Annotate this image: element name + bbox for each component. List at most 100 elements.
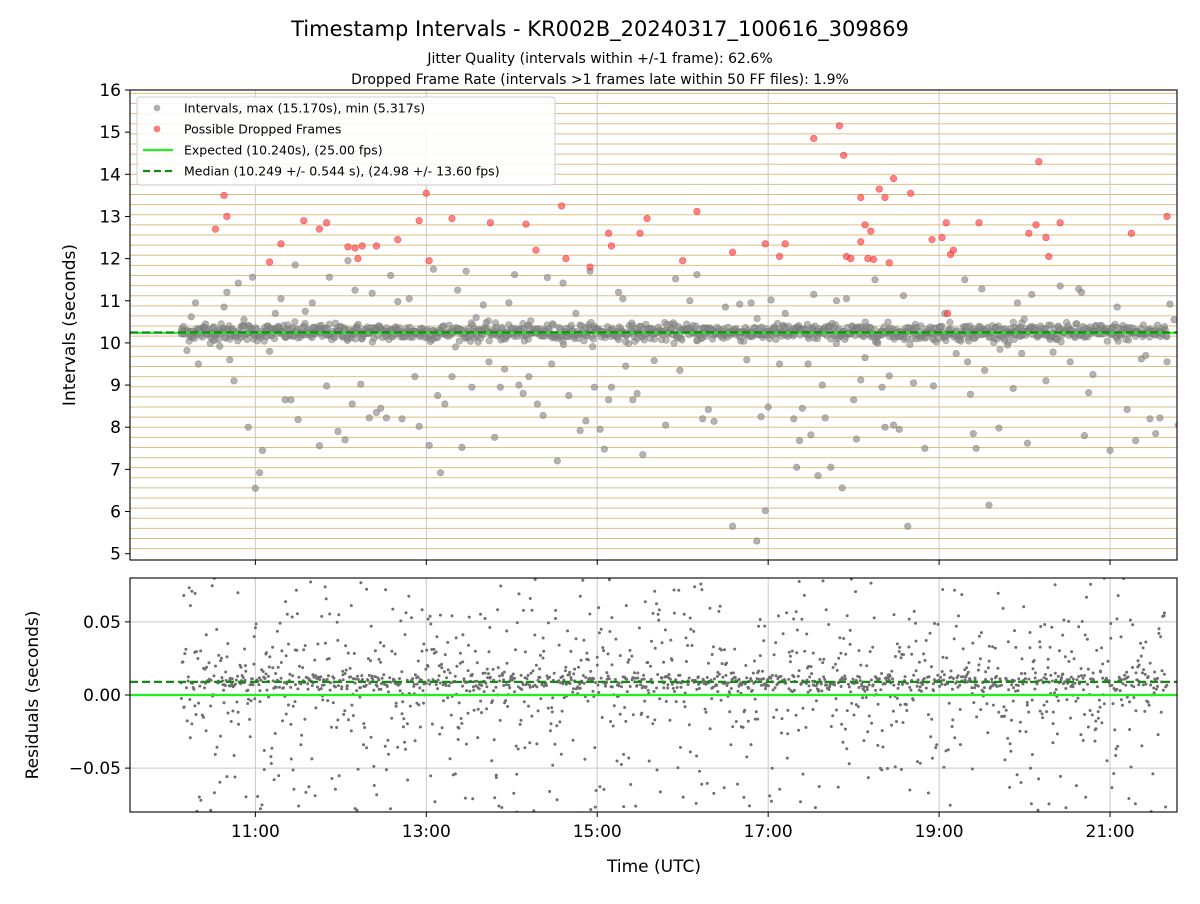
residual-point	[1014, 689, 1018, 693]
residual-point	[262, 749, 266, 752]
interval-point	[244, 423, 252, 431]
residual-point	[367, 673, 371, 677]
residual-point	[498, 718, 502, 722]
residual-point	[588, 612, 592, 616]
residual-point	[496, 608, 500, 612]
residual-point	[1025, 701, 1029, 704]
residual-point	[987, 644, 991, 648]
y-tick-label: 10	[99, 334, 121, 354]
residual-point	[984, 670, 988, 674]
residual-point	[536, 709, 540, 713]
residual-point	[589, 808, 593, 811]
interval-point	[434, 392, 442, 400]
residual-point	[682, 700, 686, 704]
interval-point	[781, 309, 789, 318]
residual-point	[462, 677, 466, 681]
residual-point	[432, 647, 436, 651]
residual-point	[198, 814, 201, 817]
residual-point	[1067, 660, 1071, 663]
interval-point	[728, 522, 737, 530]
interval-point	[1049, 348, 1057, 356]
residual-point	[896, 686, 900, 690]
residual-point	[825, 683, 829, 687]
residual-point	[749, 743, 753, 747]
residual-point	[892, 613, 896, 617]
residual-point	[354, 677, 358, 681]
residual-point	[359, 581, 363, 585]
residual-point	[975, 715, 979, 719]
residual-point	[597, 691, 601, 694]
residual-point	[651, 722, 655, 726]
residual-point	[634, 804, 638, 808]
residual-point	[736, 689, 740, 693]
residual-point	[467, 615, 471, 619]
interval-point	[857, 376, 865, 384]
residual-point	[293, 700, 297, 704]
residual-point	[246, 702, 250, 705]
residual-point	[860, 684, 864, 688]
residual-point	[792, 688, 796, 692]
residual-point	[400, 712, 404, 716]
residual-point	[695, 754, 699, 758]
residual-point	[827, 623, 831, 626]
residual-point	[991, 645, 995, 649]
residual-point	[653, 646, 657, 650]
dropped-frame-point	[1035, 158, 1043, 166]
residual-point	[343, 709, 347, 713]
residual-point	[1134, 709, 1138, 713]
residual-point	[449, 713, 453, 717]
residual-point	[272, 778, 276, 782]
residual-point	[684, 636, 688, 640]
residual-point	[797, 728, 801, 732]
residual-point	[1015, 773, 1019, 777]
residual-point	[775, 708, 779, 712]
residual-point	[366, 657, 370, 661]
y-tick-label: 7	[110, 460, 121, 480]
residual-point	[548, 729, 552, 733]
residual-point	[1075, 678, 1079, 682]
dropped-frame-point	[1163, 212, 1171, 221]
residual-point	[559, 681, 563, 685]
interval-point	[462, 267, 470, 275]
residual-point	[233, 775, 237, 779]
residual-point	[1025, 703, 1029, 707]
residual-point	[840, 722, 844, 726]
residual-point	[258, 689, 262, 693]
interval-point	[1182, 373, 1189, 380]
residual-point	[418, 725, 422, 729]
residual-point	[970, 767, 974, 771]
residual-point	[955, 680, 959, 684]
residual-point	[1038, 709, 1042, 713]
residual-point	[479, 699, 483, 703]
interval-point	[258, 446, 267, 455]
residual-point	[493, 796, 497, 800]
residual-point	[1034, 671, 1037, 675]
dropped-frame-point	[558, 202, 566, 210]
residual-point	[373, 675, 377, 679]
residual-point	[280, 649, 284, 653]
residual-point	[1144, 682, 1148, 686]
residual-point	[662, 686, 666, 690]
residual-point	[1008, 742, 1012, 746]
interval-point	[372, 408, 381, 417]
residual-point	[557, 643, 561, 647]
interval-point	[183, 346, 191, 355]
interval-point	[871, 276, 879, 284]
residual-point	[960, 593, 964, 597]
residual-point	[940, 670, 944, 673]
interval-point	[230, 377, 238, 385]
residual-point	[847, 685, 851, 689]
residual-point	[244, 669, 248, 673]
residual-point	[476, 707, 480, 711]
interval-point	[436, 469, 445, 477]
interval-point	[1009, 384, 1017, 393]
residual-point	[209, 678, 213, 682]
interval-point	[710, 417, 718, 425]
residual-point	[310, 684, 314, 688]
residual-point	[530, 608, 534, 612]
residual-point	[818, 657, 822, 661]
residual-point	[198, 684, 202, 688]
interval-point	[921, 444, 929, 452]
residual-point	[199, 649, 203, 653]
residual-point	[323, 585, 327, 589]
